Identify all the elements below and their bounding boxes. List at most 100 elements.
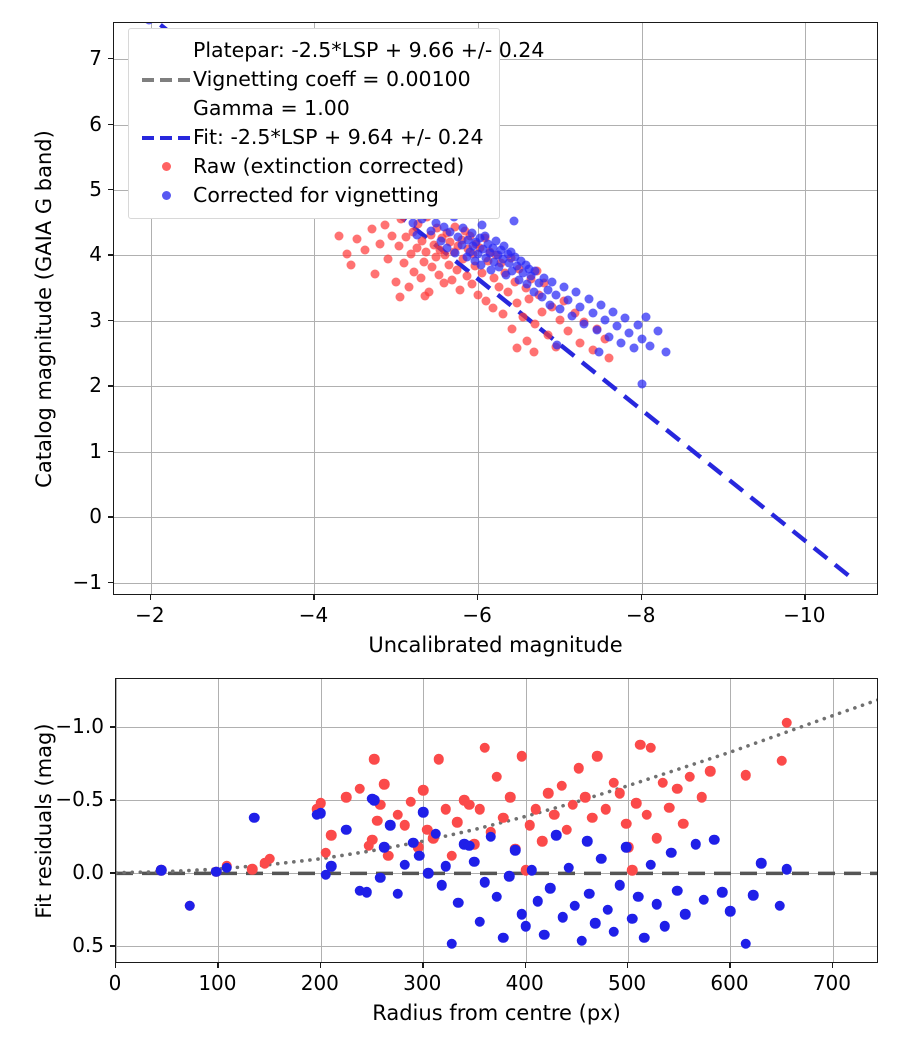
legend-item-label: Corrected for vignetting: [193, 183, 439, 208]
x-tick-label: −4: [298, 603, 329, 627]
legend-item-label: Gamma = 1.00: [193, 96, 350, 121]
y-tick: [108, 123, 113, 125]
gridline-vertical: [320, 679, 322, 962]
gridline-horizontal: [114, 386, 877, 388]
fit-residuals-plot: [115, 678, 878, 963]
legend-item: Gamma = 1.00: [139, 94, 487, 123]
y-tick-label: 6: [89, 111, 102, 136]
x-tick: [149, 595, 152, 600]
legend-item: Raw (extinction corrected): [139, 152, 487, 181]
legend-item-label: Platepar: -2.5*LSP + 9.66 +/- 0.24: [193, 38, 545, 63]
gridline-vertical: [478, 23, 480, 594]
y-tick-label: 4: [89, 242, 102, 267]
x-axis-label: Uncalibrated magnitude: [368, 633, 623, 657]
legend-item-label: Vignetting coeff = 0.00100: [193, 67, 471, 92]
y-tick: [108, 58, 113, 60]
x-tick: [804, 595, 806, 600]
gridline-vertical: [832, 679, 834, 962]
y-tick-label: −1: [72, 569, 102, 594]
y-axis-label: Fit residuals (mag): [32, 722, 56, 919]
legend-item-label: Raw (extinction corrected): [193, 154, 465, 179]
y-tick-label: −1.0: [55, 714, 104, 739]
y-axis-label: Catalog magnitude (GAIA G band): [32, 129, 56, 488]
x-tick: [477, 595, 479, 600]
gridline-horizontal: [116, 946, 877, 948]
y-tick: [110, 872, 115, 874]
gridline-vertical: [641, 23, 643, 594]
x-tick: [217, 963, 219, 968]
y-tick: [108, 385, 113, 387]
photometric-fit-line: [154, 23, 856, 583]
x-tick-label: 700: [812, 971, 851, 995]
residuals-plot-surface: [116, 679, 877, 962]
x-axis-label: Radius from centre (px): [372, 1001, 621, 1025]
x-tick: [313, 595, 315, 600]
vignetting-curve: [116, 698, 877, 875]
y-tick-label: 5: [89, 176, 102, 201]
legend-key-marker: [139, 162, 193, 171]
y-tick: [110, 799, 115, 801]
y-tick-label: −0.5: [55, 787, 104, 812]
x-tick: [422, 963, 424, 968]
y-tick-label: 1: [89, 438, 102, 463]
y-tick-label: 7: [89, 46, 102, 71]
y-tick: [108, 450, 113, 453]
y-tick-label: 3: [89, 307, 102, 332]
legend-item: Vignetting coeff = 0.00100: [139, 65, 487, 94]
x-tick: [640, 595, 643, 600]
y-tick-label: 0.0: [72, 860, 104, 885]
x-tick: [729, 963, 731, 968]
gridline-vertical: [423, 679, 425, 962]
gridline-vertical: [730, 679, 732, 962]
x-tick: [627, 963, 629, 968]
gridline-vertical: [805, 23, 807, 594]
x-tick-label: 500: [607, 971, 647, 995]
y-tick: [108, 319, 113, 322]
gridline-vertical: [314, 23, 316, 594]
x-tick: [115, 963, 117, 968]
gridline-vertical: [150, 23, 152, 594]
corrected-marker-swatch-icon: [161, 191, 171, 200]
legend-item: Platepar: -2.5*LSP + 9.66 +/- 0.24: [139, 36, 544, 65]
line-overlay: [116, 698, 877, 876]
legend-item-label: Fit: -2.5*LSP + 9.64 +/- 0.24: [193, 125, 484, 150]
x-tick-label: −2: [135, 603, 165, 627]
x-tick-label: 300: [403, 971, 442, 995]
x-tick-label: 100: [198, 971, 237, 995]
gridline-horizontal: [114, 451, 877, 453]
x-tick: [319, 963, 322, 968]
fit-dash-swatch-icon: [142, 135, 190, 140]
gridline-horizontal: [114, 582, 877, 584]
x-tick-label: 400: [505, 971, 544, 995]
y-tick: [108, 188, 113, 191]
x-tick-label: 600: [710, 971, 749, 995]
legend-key-line: [139, 77, 193, 82]
gridline-horizontal: [114, 517, 877, 519]
y-tick-label: 0.5: [72, 933, 104, 958]
y-tick: [110, 945, 115, 947]
x-tick-label: −10: [783, 603, 826, 627]
y-tick: [108, 516, 113, 518]
y-tick: [108, 254, 113, 256]
gridline-vertical: [116, 679, 117, 962]
y-tick: [108, 581, 113, 584]
legend-item: Fit: -2.5*LSP + 9.64 +/- 0.24: [139, 123, 487, 152]
calibration-legend: Platepar: -2.5*LSP + 9.66 +/- 0.24 Vignet…: [128, 28, 544, 219]
y-tick: [110, 726, 115, 728]
legend-item: Corrected for vignetting: [139, 181, 487, 210]
vignetting-dash-swatch-icon: [142, 77, 190, 82]
x-tick-label: 200: [300, 971, 339, 995]
raw-marker-swatch-icon: [161, 162, 171, 171]
gridline-horizontal: [116, 727, 877, 729]
x-tick: [524, 963, 527, 968]
x-tick-label: −8: [625, 603, 656, 627]
x-tick: [831, 963, 834, 968]
legend-key-marker: [139, 191, 193, 200]
x-tick-label: 0: [108, 971, 122, 995]
gridline-horizontal: [116, 800, 877, 802]
y-tick-label: 0: [89, 504, 102, 529]
y-tick-label: 2: [89, 373, 102, 398]
line-overlay: [154, 23, 856, 583]
x-tick-label: −6: [462, 603, 492, 627]
